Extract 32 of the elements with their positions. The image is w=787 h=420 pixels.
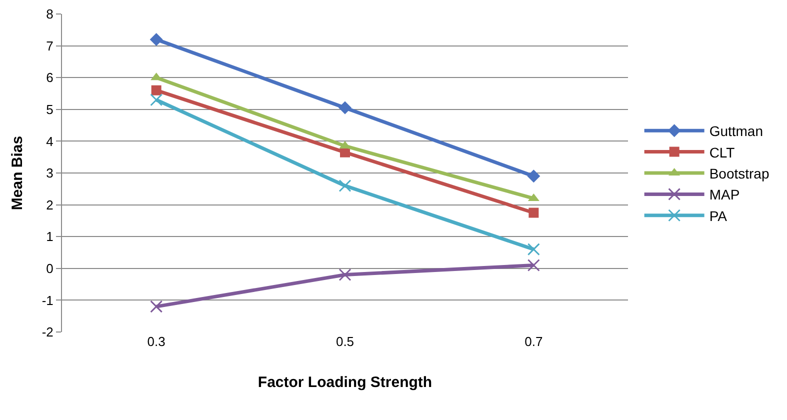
- x-tick-label: 0.3: [147, 334, 166, 349]
- point: [338, 179, 352, 192]
- legend-label: Guttman: [709, 123, 764, 140]
- legend-label: MAP: [709, 186, 740, 203]
- legend-label: CLT: [709, 144, 736, 160]
- y-tick-label: 6: [46, 70, 54, 86]
- y-tick-label: 8: [46, 6, 54, 22]
- point: [151, 85, 162, 96]
- point: [150, 94, 163, 106]
- y-tick-label: -1: [42, 292, 54, 308]
- y-tick-label: 1: [46, 229, 54, 244]
- y-tick-label: 3: [46, 166, 54, 181]
- y-tick-label: 7: [46, 38, 54, 54]
- point: [527, 258, 540, 272]
- point: [150, 32, 163, 46]
- point: [338, 268, 352, 282]
- point: [528, 208, 539, 218]
- x-tick-label: 0.5: [336, 334, 354, 349]
- point: [527, 243, 540, 256]
- legend-label: Bootstrap: [709, 165, 770, 182]
- point: [527, 170, 540, 183]
- y-tick-label: 0: [46, 260, 54, 276]
- y-tick-label: -2: [42, 324, 54, 340]
- point: [338, 101, 352, 114]
- x-axis-title: Factor Loading Strength: [258, 374, 432, 391]
- y-tick-label: 4: [46, 134, 54, 149]
- y-tick-label: 5: [46, 102, 54, 117]
- legend-label: PA: [709, 208, 728, 224]
- x-tick-label: 0.7: [524, 334, 543, 349]
- point: [150, 300, 163, 313]
- y-tick-label: 2: [46, 197, 54, 212]
- y-axis-title: Mean Bias: [9, 136, 26, 210]
